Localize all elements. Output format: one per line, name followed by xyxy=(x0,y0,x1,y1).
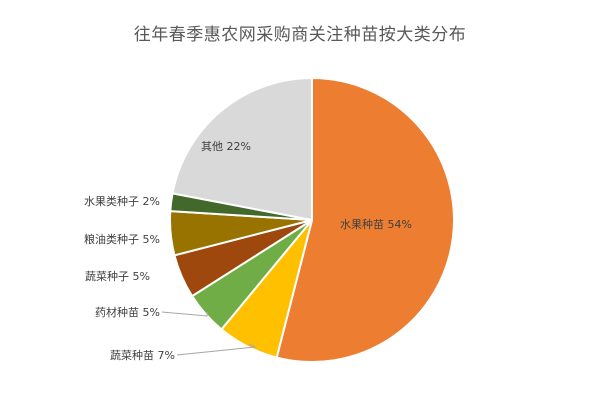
leader-lines xyxy=(161,311,257,356)
data-label-5: 粮油类种子 5% xyxy=(84,232,160,246)
pie-slice-7 xyxy=(171,76,313,222)
data-label-3: 药材种苗 5% xyxy=(95,305,160,319)
data-label-2: 蔬菜种苗 7% xyxy=(110,348,175,362)
data-label-4: 蔬菜种子 5% xyxy=(85,269,150,283)
leader-line-3 xyxy=(161,311,209,317)
data-label-7: 其他 22% xyxy=(201,140,251,153)
chart-title: 往年春季惠农网采购商关注种苗按大类分布 xyxy=(133,25,467,45)
pie-slice-1 xyxy=(275,76,455,363)
leader-line-2 xyxy=(176,343,257,356)
data-labels: 水果种苗 54% 蔬菜种苗 7% 药材种苗 5% 蔬菜种子 5% 粮油类种子 5% 水果类… xyxy=(84,140,412,362)
data-label-6: 水果类种子 2% xyxy=(84,194,160,208)
data-label-1: 水果种苗 54% xyxy=(340,217,412,231)
pie-slices xyxy=(169,76,455,363)
